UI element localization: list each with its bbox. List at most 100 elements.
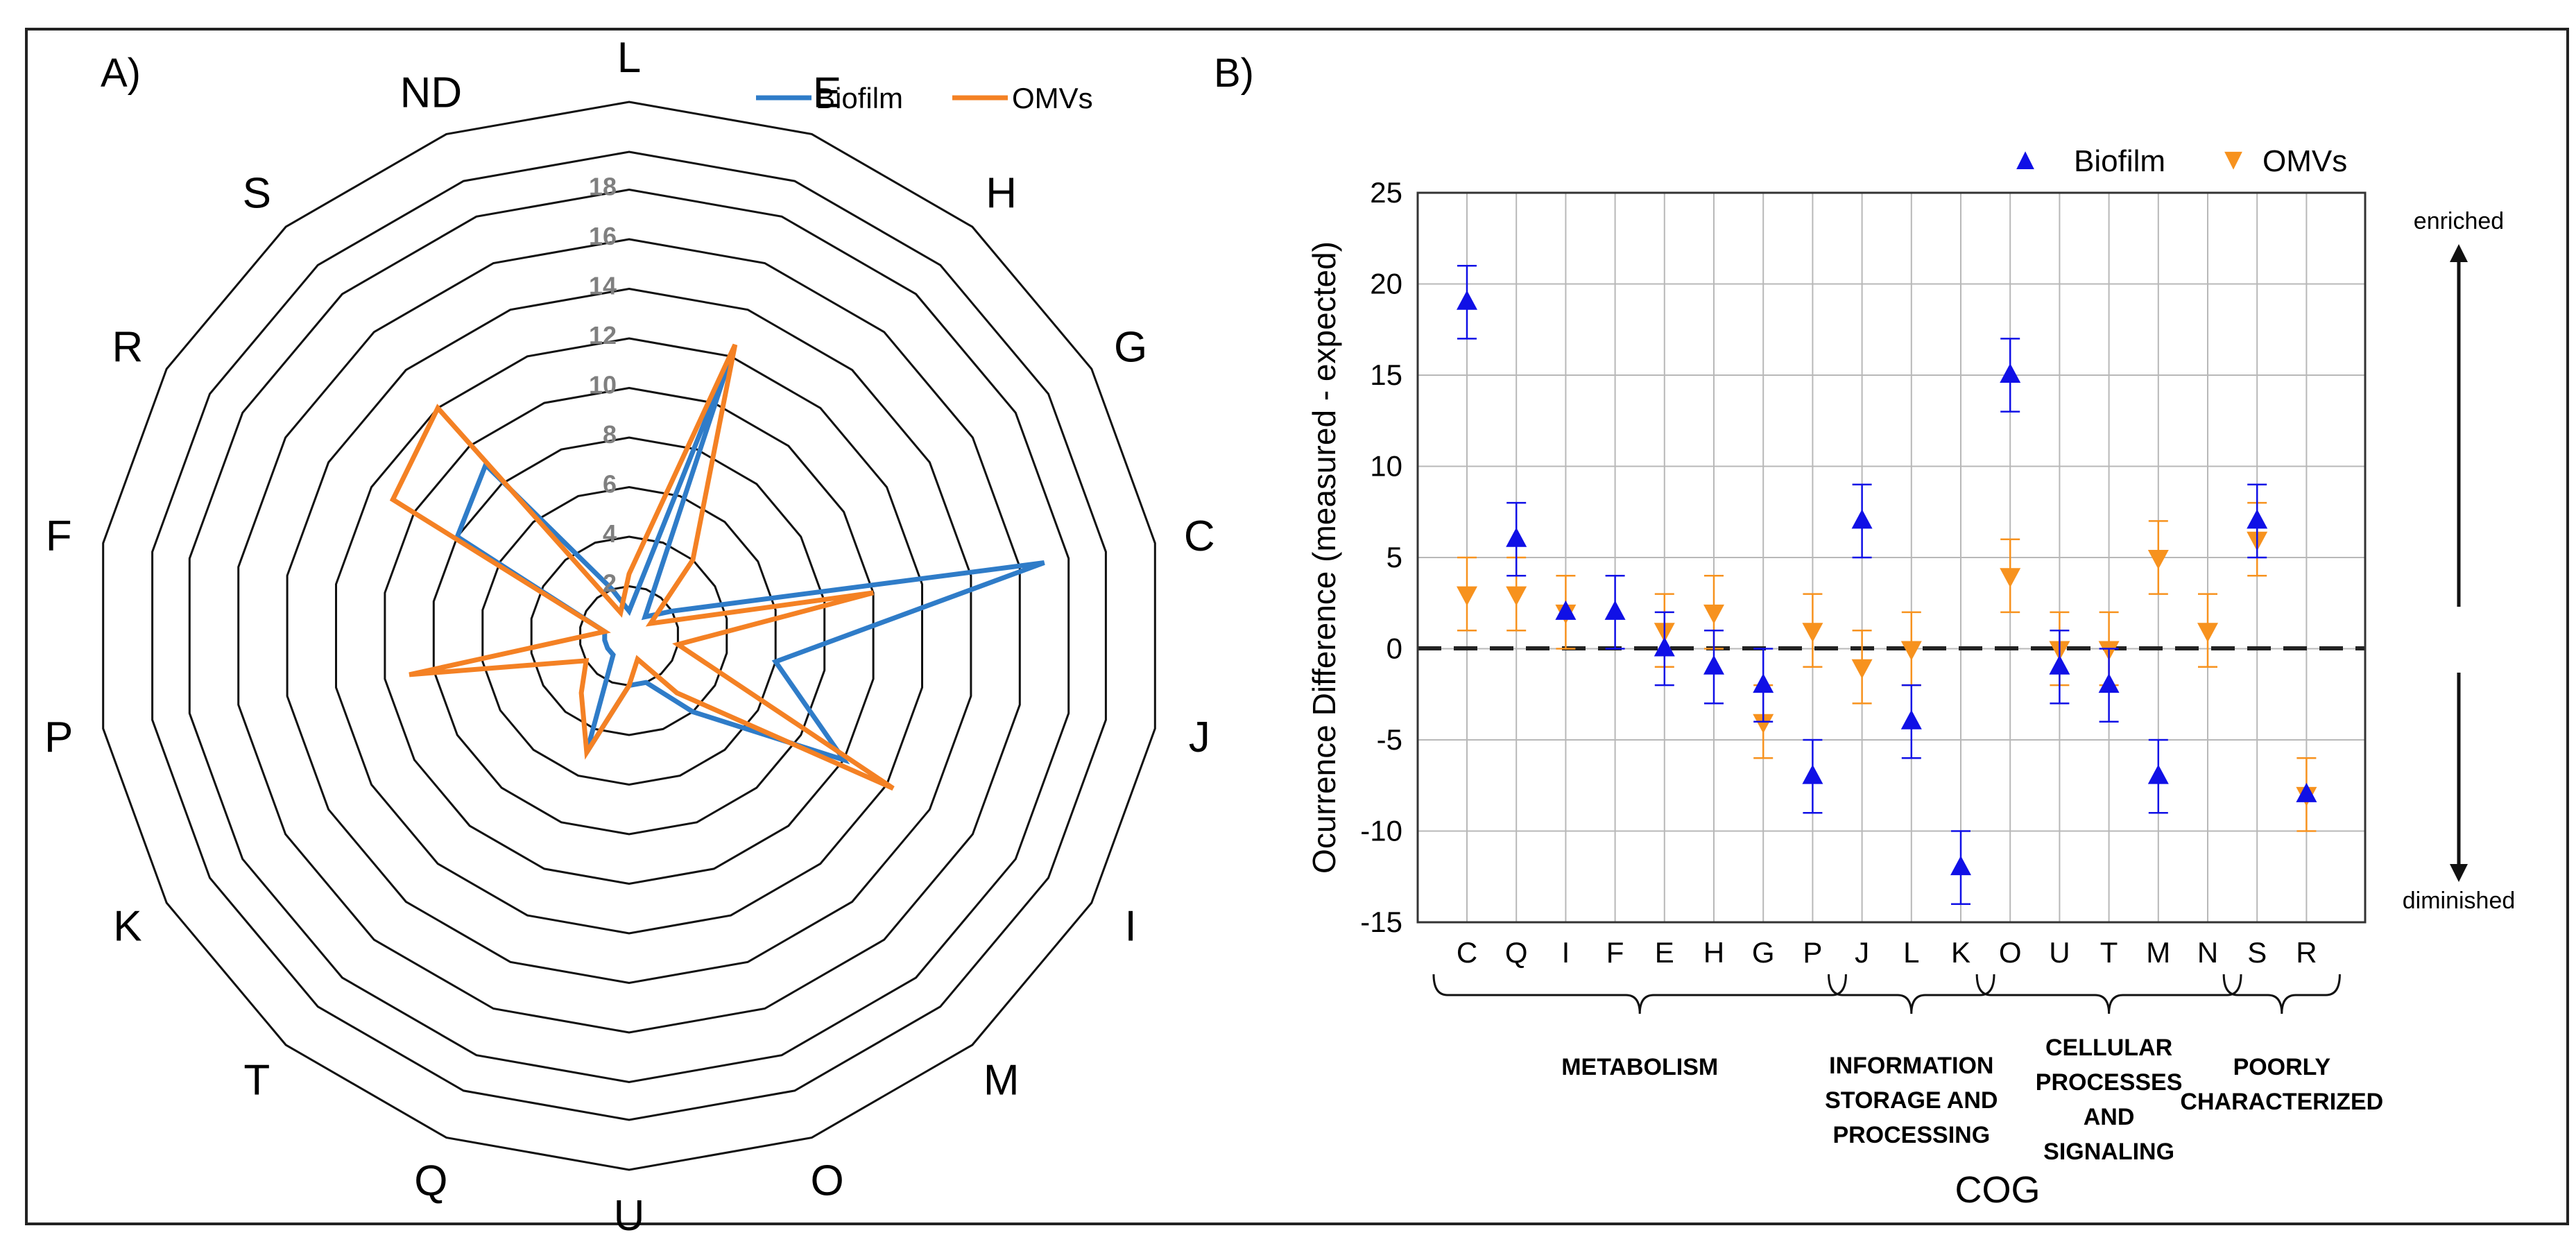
x-tick-label: N [2197,936,2218,969]
x-tick-label: J [1855,936,1869,969]
x-tick-label: C [1457,936,1477,969]
radar-ring-18 [188,188,1070,1084]
y-tick-label: 15 [1370,358,1402,391]
x-axis-label: COG [1955,1169,2040,1211]
radar-category-labels: L E H G C J I M O U Q T K P F R S ND [44,34,1215,1240]
data-points [1457,264,2317,905]
y-tick-label: 25 [1370,176,1402,209]
biofilm-point [1851,509,1873,529]
omvs-point [1457,586,1477,606]
scatter-legend: ▲ Biofilm ▼ OMVs [2010,142,2347,178]
group-label: POORLY [2233,1054,2331,1080]
radar-ring-label: 10 [589,371,617,399]
biofilm-point [2147,764,2169,784]
y-tick-label: 0 [1386,632,1402,665]
radar-ring-12 [335,337,923,935]
radar-category-label: ND [400,69,463,116]
radar-legend: Biofilm OMVs [756,82,1093,114]
omvs-point [1753,714,1774,734]
group-label: CHARACTERIZED [2180,1089,2383,1115]
radar-category-label: O [810,1157,843,1205]
legend-biofilm-label: Biofilm [816,82,903,114]
biofilm-point [2296,782,2317,802]
legend-omvs-label: OMVs [1012,82,1093,114]
group-label: INFORMATION [1829,1053,1993,1079]
omvs-point [1506,586,1527,606]
biofilm-point [1457,290,1477,310]
x-tick-label: T [2100,936,2118,969]
diminished-label: diminished [2403,888,2516,914]
radar-category-label: U [614,1192,645,1240]
y-tick-label: -15 [1360,906,1402,938]
biofilm-point [1900,709,1922,729]
y-axis-label: Ocurrence Difference (measured - expecte… [1306,241,1342,874]
biofilm-point [2049,655,2070,675]
legend-omvs-text: OMVs [2262,144,2347,178]
radar-chart: 2 4 6 8 10 12 14 16 18 L E H G C J I M O U Q T K P F R S ND Biofi… [44,34,1215,1240]
radar-outer-ring-1 [151,150,1107,1121]
biofilm-point [1703,655,1724,675]
x-tick-label: I [1562,936,1570,969]
biofilm-point [2247,509,2268,529]
legend-omvs-marker: ▼ [2218,142,2249,176]
radar-category-label: H [986,169,1017,217]
y-tick-labels: -15 -10 -5 0 5 10 15 20 25 [1360,176,1402,938]
radar-ring-4 [530,535,728,736]
x-tick-label: P [1803,936,1822,969]
omvs-point [1802,623,1823,643]
y-tick-label: 20 [1370,268,1402,300]
radar-rings [102,101,1156,1171]
group-brace [2222,974,2341,1014]
legend-biofilm-text: Biofilm [2074,144,2165,178]
radar-category-label: F [46,512,72,560]
x-tick-label: H [1703,936,1724,969]
x-tick-label: O [1999,936,2022,969]
radar-ring-label: 16 [589,222,617,250]
panel-b-label: B) [1214,51,1254,96]
radar-ring-label: 2 [603,569,617,598]
x-tick-label: M [2146,936,2170,969]
y-tick-label: -10 [1360,815,1402,847]
enriched-arrowhead [2450,244,2468,262]
omvs-point [2197,623,2218,643]
radar-category-label: L [617,34,641,82]
radar-category-label: E [813,69,841,116]
x-tick-label: E [1655,936,1674,969]
legend-biofilm-marker: ▲ [2010,142,2041,176]
x-tick-label: R [2296,936,2317,969]
panel-a-label: A) [101,51,141,96]
radar-outer-ring-2 [102,101,1156,1171]
group-label: PROCESSING [1832,1122,1990,1148]
radar-ring-14 [286,287,972,985]
biofilm-point [2098,673,2120,693]
omvs-point [1900,641,1922,661]
radar-category-label: R [112,324,144,372]
omvs-point [2147,550,2169,569]
x-tick-label: Q [1505,936,1528,969]
radar-ring-16 [237,238,1021,1034]
radar-category-label: G [1114,324,1147,372]
y-tick-label: -5 [1377,723,1402,756]
biofilm-point [1555,600,1577,620]
radar-ring-label: 4 [603,519,617,548]
x-tick-label: K [1951,936,1970,969]
radar-ring-label: 12 [589,321,617,349]
x-tick-label: L [1903,936,1919,969]
radar-series [389,343,1045,791]
biofilm-point [1950,856,1971,876]
radar-category-label: P [44,714,73,761]
radar-ring-label: 18 [589,173,617,201]
plot-frame [1416,191,2367,924]
figure-border [25,28,2569,1225]
biofilm-point [1604,600,1626,620]
radar-category-label: M [984,1057,1020,1105]
radar-category-label: Q [414,1157,447,1205]
radar-category-label: T [243,1057,270,1105]
omvs-point [2000,568,2021,588]
biofilm-point [2000,363,2021,383]
radar-category-label: S [243,169,271,217]
biofilm-point [1654,637,1675,657]
